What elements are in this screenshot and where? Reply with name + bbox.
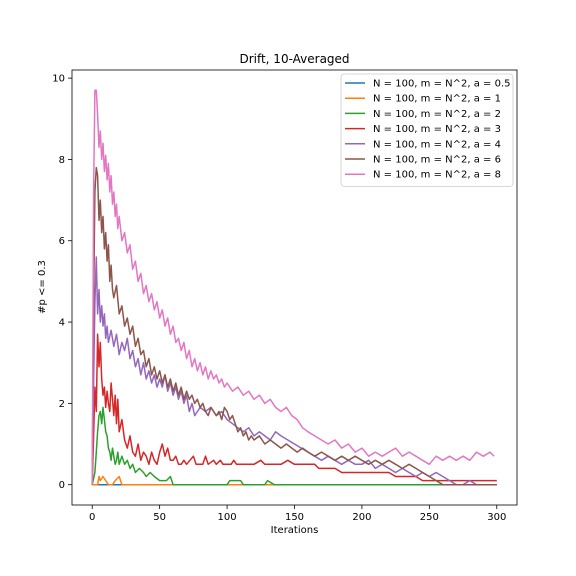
series-line-1 [92, 475, 497, 486]
series-line-6 [91, 89, 495, 485]
y-tick-label: 2 [59, 399, 65, 410]
y-tick-label: 6 [59, 236, 65, 247]
x-tick-label: 200 [352, 512, 371, 523]
x-tick-label: 250 [420, 512, 439, 523]
legend-label-2: N = 100, m = N^2, a = 2 [373, 109, 501, 120]
legend-label-1: N = 100, m = N^2, a = 1 [373, 94, 501, 105]
legend-label-5: N = 100, m = N^2, a = 6 [373, 155, 501, 166]
series-layer [91, 89, 497, 486]
x-tick-label: 0 [89, 512, 95, 523]
x-axis-title: Iterations [271, 525, 319, 536]
y-tick-label: 4 [59, 318, 65, 329]
series-line-5 [91, 166, 497, 486]
legend-label-0: N = 100, m = N^2, a = 0.5 [373, 79, 511, 90]
y-tick-label: 8 [59, 155, 65, 166]
x-tick-label: 50 [153, 512, 166, 523]
y-axis-title: #p <= 0.3 [37, 260, 48, 314]
x-tick-label: 150 [285, 512, 304, 523]
y-tick-label: 10 [52, 74, 65, 85]
chart-title: Drift, 10-Averaged [239, 52, 349, 66]
legend-label-6: N = 100, m = N^2, a = 8 [373, 170, 501, 181]
legend-frame [340, 73, 514, 187]
y-axis: 0 2 4 6 8 10 [52, 74, 72, 491]
series-line-3 [91, 333, 497, 485]
legend-label-4: N = 100, m = N^2, a = 4 [373, 139, 501, 150]
x-tick-label: 300 [487, 512, 506, 523]
y-tick-label: 0 [59, 480, 65, 491]
series-line-2 [91, 406, 497, 486]
x-tick-label: 100 [218, 512, 237, 523]
legend: N = 100, m = N^2, a = 0.5 N = 100, m = N^… [340, 73, 514, 187]
legend-label-3: N = 100, m = N^2, a = 3 [373, 124, 501, 135]
x-axis: 0 50 100 150 200 250 300 [89, 505, 506, 523]
